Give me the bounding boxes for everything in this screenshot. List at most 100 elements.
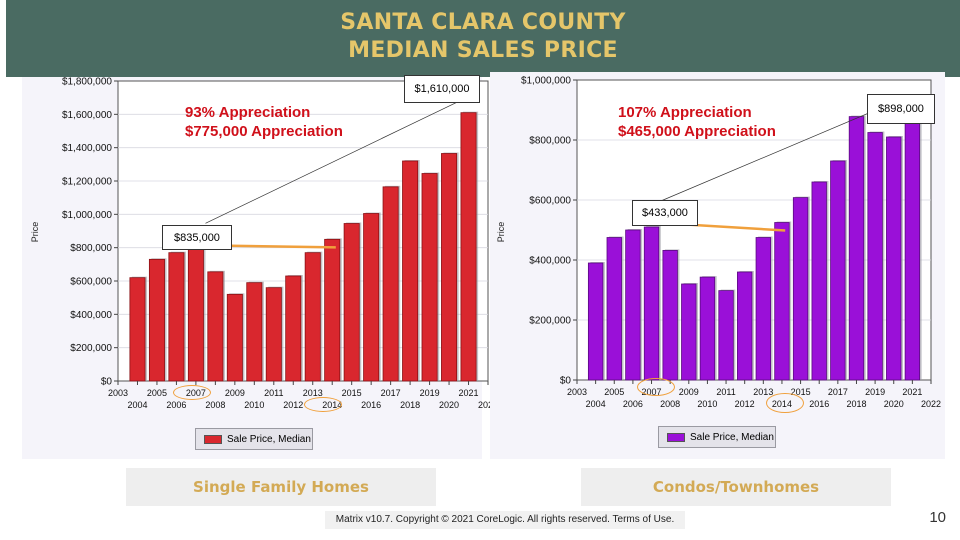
sfh-x-tick-label-2022: 2022	[478, 400, 498, 410]
condo-appreciation-amount: $465,000 Appreciation	[618, 123, 776, 140]
condo-2021-price-callout: $898,000	[867, 94, 935, 124]
sfh-x-tick-label-2015: 2015	[342, 388, 362, 398]
condo-y-tick-label: $200,000	[529, 316, 571, 327]
sfh-y-tick-label: $1,800,000	[62, 77, 112, 88]
condo-bar-2015	[792, 197, 809, 381]
sfh-y-tick-label: $1,200,000	[62, 177, 112, 188]
sfh-bar-2015	[343, 223, 360, 382]
sfh-2007-price-callout: $835,000	[162, 225, 232, 250]
sfh-x-tick-label-2010: 2010	[244, 400, 264, 410]
sfh-bar-2018	[402, 160, 419, 382]
page-number: 10	[929, 509, 946, 526]
sfh-x-tick-label-2021: 2021	[459, 388, 479, 398]
sfh-x-tick-label-2017: 2017	[381, 388, 401, 398]
condo-x-tick-label-2017: 2017	[828, 387, 848, 397]
condo-y-tick-label: $1,000,000	[521, 76, 571, 87]
sfh-2014-highlight	[304, 397, 342, 412]
sfh-bar-2004	[129, 277, 146, 382]
condo-x-tick-label-2021: 2021	[902, 387, 922, 397]
sfh-bar-2013	[304, 252, 321, 382]
sfh-x-tick-label-2012: 2012	[283, 400, 303, 410]
condo-legend-label: Sale Price, Median	[690, 431, 774, 443]
sfh-y-tick-label: $1,600,000	[62, 110, 112, 121]
sfh-x-tick-label-2016: 2016	[361, 400, 381, 410]
condo-y-tick-label: $800,000	[529, 136, 571, 147]
sfh-x-tick-label-2006: 2006	[166, 400, 186, 410]
sfh-caption: Single Family Homes	[126, 468, 436, 506]
sfh-x-tick-label-2020: 2020	[439, 400, 459, 410]
sfh-bar-2021	[460, 112, 477, 382]
title-line-2: MEDIAN SALES PRICE	[348, 38, 618, 63]
condo-legend-swatch	[667, 432, 685, 442]
condo-x-tick-label-2016: 2016	[809, 399, 829, 409]
condo-y-tick-label: $400,000	[529, 256, 571, 267]
condo-bar-2012	[737, 271, 753, 381]
condo-bar-2013	[755, 237, 771, 381]
sfh-x-tick-label-2018: 2018	[400, 400, 420, 410]
condo-appreciation-percent: 107% Appreciation	[618, 104, 752, 121]
condo-bar-2016	[811, 181, 827, 381]
sfh-legend-label: Sale Price, Median	[227, 433, 311, 445]
condo-bar-2019	[867, 132, 883, 381]
sfh-y-tick-label: $200,000	[70, 343, 112, 354]
sfh-y-tick-label: $0	[101, 377, 113, 388]
title-line-1: SANTA CLARA COUNTY	[340, 10, 626, 35]
condo-2007-price-callout: $433,000	[632, 200, 698, 226]
sfh-bar-2010	[246, 282, 263, 382]
condo-x-tick-label-2013: 2013	[753, 387, 773, 397]
sfh-bar-2008	[207, 271, 224, 382]
condo-bar-2008	[662, 249, 678, 381]
condo-bar-2004	[587, 262, 604, 381]
sfh-appreciation-percent: 93% Appreciation	[185, 104, 311, 121]
condo-x-tick-label-2011: 2011	[716, 387, 735, 397]
condo-appreciation-text: 107% Appreciation $465,000 Appreciation	[618, 103, 776, 141]
condo-x-tick-label-2019: 2019	[865, 387, 885, 397]
condo-x-tick-label-2020: 2020	[884, 399, 904, 409]
condo-x-tick-label-2012: 2012	[735, 399, 755, 409]
sfh-x-tick-label-2008: 2008	[205, 400, 225, 410]
condo-2007-highlight	[637, 378, 675, 396]
condo-y-axis-label: Price	[496, 222, 506, 243]
condo-x-tick-label-2015: 2015	[791, 387, 811, 397]
condo-bar-2009	[681, 283, 697, 381]
sfh-x-tick-label-2004: 2004	[127, 400, 147, 410]
sfh-bar-2019	[421, 173, 438, 382]
sfh-x-tick-label-2011: 2011	[264, 388, 283, 398]
sfh-2007-highlight	[173, 385, 211, 400]
condo-x-tick-label-2008: 2008	[660, 399, 680, 409]
sfh-bar-2006	[168, 252, 185, 382]
slide-header: SANTA CLARA COUNTY MEDIAN SALES PRICE	[6, 0, 960, 77]
sfh-bar-2009	[226, 293, 243, 382]
sfh-y-tick-label: $800,000	[70, 243, 112, 254]
condo-bar-2021	[904, 110, 921, 381]
sfh-bar-2020	[441, 153, 458, 382]
condo-bar-2014	[774, 222, 790, 381]
sfh-bar-2017	[382, 186, 399, 382]
sfh-bar-2014	[324, 238, 341, 382]
condo-x-tick-label-2010: 2010	[697, 399, 717, 409]
sfh-y-tick-label: $600,000	[70, 277, 112, 288]
copyright-footer: Matrix v10.7. Copyright © 2021 CoreLogic…	[325, 511, 685, 529]
sfh-bar-2016	[363, 213, 380, 382]
sfh-y-tick-label: $1,400,000	[62, 143, 112, 154]
condo-x-tick-label-2006: 2006	[623, 399, 643, 409]
sfh-x-tick-label-2009: 2009	[225, 388, 245, 398]
sfh-x-tick-label-2013: 2013	[303, 388, 323, 398]
sfh-2021-price-callout: $1,610,000	[404, 75, 480, 103]
condo-y-tick-label: $600,000	[529, 196, 571, 207]
sfh-legend-swatch	[204, 434, 222, 444]
condo-bar-2018	[848, 116, 865, 381]
sfh-bar-2012	[285, 275, 302, 382]
sfh-y-axis-label: Price	[30, 222, 40, 243]
condo-x-tick-label-2003: 2003	[567, 387, 587, 397]
sfh-bar-2005	[148, 258, 165, 382]
condo-2014-highlight	[766, 393, 804, 413]
condo-x-tick-label-2018: 2018	[846, 399, 866, 409]
condo-x-tick-label-2022: 2022	[921, 399, 941, 409]
sfh-legend: Sale Price, Median	[195, 428, 313, 450]
condo-legend: Sale Price, Median	[658, 426, 776, 448]
sfh-appreciation-amount: $775,000 Appreciation	[185, 123, 343, 140]
sfh-bar-2007	[187, 248, 204, 382]
sfh-y-tick-label: $1,000,000	[62, 210, 112, 221]
sfh-bar-2011	[265, 287, 282, 382]
